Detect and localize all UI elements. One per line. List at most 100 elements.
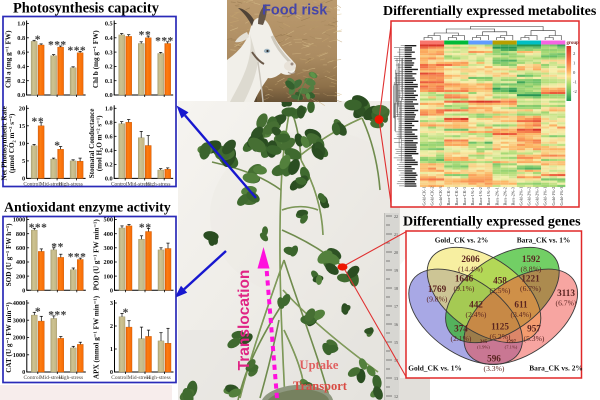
- svg-text:Net Photosynthetic Rate: Net Photosynthetic Rate: [1, 106, 9, 180]
- svg-text:0.4: 0.4: [105, 148, 114, 155]
- svg-text:*: *: [54, 309, 60, 321]
- svg-text:Control: Control: [23, 181, 40, 187]
- svg-text:18: 18: [394, 286, 398, 291]
- svg-text:Gold_CK vs. 1%: Gold_CK vs. 1%: [408, 364, 462, 373]
- svg-text:*: *: [68, 45, 74, 57]
- svg-text:*: *: [54, 140, 60, 152]
- svg-text:0.4: 0.4: [105, 35, 114, 42]
- svg-text:0: 0: [22, 288, 25, 295]
- svg-text:10: 10: [19, 141, 25, 148]
- svg-text:0: 0: [110, 288, 113, 295]
- svg-text:1297: 1297: [506, 340, 517, 345]
- svg-text:*: *: [60, 40, 66, 52]
- svg-text:596: 596: [487, 354, 501, 364]
- svg-text:*: *: [58, 241, 64, 253]
- svg-text:Control: Control: [111, 375, 128, 381]
- svg-text:High-stress: High-stress: [146, 181, 171, 187]
- svg-text:(6.7%): (6.7%): [520, 284, 541, 293]
- svg-text:0.2: 0.2: [105, 64, 113, 71]
- svg-text:*: *: [80, 252, 86, 264]
- svg-text:Differentially expressed genes: Differentially expressed genes: [403, 215, 581, 230]
- svg-text:(6.7%): (6.7%): [556, 299, 577, 308]
- svg-text:458: 458: [493, 276, 507, 286]
- svg-text:High-stress: High-stress: [146, 375, 171, 381]
- svg-text:Bara-CK-1: Bara-CK-1: [446, 187, 451, 206]
- svg-text:1.0: 1.0: [105, 106, 113, 113]
- svg-text:Stomatal Conductance: Stomatal Conductance: [88, 109, 96, 179]
- svg-text:*: *: [35, 34, 41, 46]
- svg-text:3113: 3113: [557, 288, 575, 298]
- svg-text:0: 0: [110, 369, 113, 376]
- svg-text:0: 0: [22, 369, 25, 376]
- svg-text:Mid-stress: Mid-stress: [128, 375, 151, 381]
- svg-text:21: 21: [394, 232, 398, 237]
- svg-text:Bara-CK-2: Bara-CK-2: [454, 187, 459, 206]
- svg-text:1000: 1000: [13, 352, 26, 359]
- svg-text:Control: Control: [24, 375, 41, 381]
- svg-text:Food risk: Food risk: [262, 3, 328, 19]
- svg-text:1769: 1769: [428, 284, 447, 294]
- svg-text:0.1: 0.1: [105, 78, 113, 85]
- svg-text:*: *: [41, 222, 47, 234]
- svg-text:*: *: [74, 45, 80, 57]
- svg-text:Chl b (mg g⁻¹ FW): Chl b (mg g⁻¹ FW): [92, 30, 100, 88]
- svg-text:0.8: 0.8: [17, 35, 25, 42]
- svg-text:Translocation: Translocation: [236, 270, 253, 371]
- svg-text:20: 20: [19, 106, 25, 113]
- svg-text:*: *: [123, 307, 129, 319]
- svg-text:Gold_CK vs. 2%: Gold_CK vs. 2%: [435, 236, 489, 245]
- svg-text:POD (U g⁻¹ FW min⁻¹): POD (U g⁻¹ FW min⁻¹): [93, 219, 101, 291]
- svg-text:2000: 2000: [13, 335, 26, 342]
- svg-text:13: 13: [394, 376, 398, 381]
- svg-text:*: *: [145, 30, 151, 42]
- svg-text:Gold-2%-2: Gold-2%-2: [527, 187, 532, 206]
- svg-text:1592: 1592: [522, 254, 541, 264]
- svg-text:(8.8%): (8.8%): [521, 265, 542, 274]
- svg-text:Gold-CK-2: Gold-CK-2: [430, 186, 435, 205]
- svg-text:12: 12: [394, 394, 398, 399]
- svg-text:(2.1%): (2.1%): [451, 334, 472, 343]
- svg-text:Gold-1%-2: Gold-1%-2: [551, 187, 556, 206]
- svg-text:group: group: [567, 41, 580, 46]
- svg-text:500: 500: [104, 217, 113, 224]
- svg-text:0.2: 0.2: [17, 78, 25, 85]
- svg-text:Gold-2%-3: Gold-2%-3: [535, 187, 540, 206]
- svg-text:16: 16: [394, 322, 398, 327]
- svg-text:*: *: [139, 30, 145, 42]
- svg-text:Photosynthesis capacity: Photosynthesis capacity: [13, 1, 160, 17]
- svg-text:1000: 1000: [13, 217, 26, 224]
- svg-text:*: *: [161, 35, 167, 47]
- svg-text:Bara_CK vs. 2%: Bara_CK vs. 2%: [529, 364, 583, 373]
- svg-text:17: 17: [394, 304, 398, 309]
- svg-text:3000: 3000: [13, 317, 26, 324]
- svg-text:0.5: 0.5: [105, 21, 113, 28]
- svg-text:Mid-stress: Mid-stress: [40, 181, 63, 187]
- svg-text:4000: 4000: [13, 300, 26, 307]
- svg-text:(7.1%): (7.1%): [505, 345, 518, 350]
- svg-text:0.6: 0.6: [17, 49, 25, 56]
- svg-text:Gold-CK-1: Gold-CK-1: [422, 186, 427, 205]
- svg-text:15: 15: [19, 123, 25, 130]
- svg-text:200: 200: [16, 273, 25, 280]
- svg-text:*: *: [168, 35, 174, 47]
- svg-text:100: 100: [104, 273, 113, 280]
- svg-text:2: 2: [573, 51, 576, 56]
- svg-text:1.0: 1.0: [17, 21, 25, 28]
- svg-text:High-stress: High-stress: [58, 181, 83, 187]
- svg-text:Differentially expressed metab: Differentially expressed metabolites: [383, 4, 597, 19]
- svg-text:*: *: [61, 309, 67, 321]
- svg-text:*: *: [80, 45, 86, 57]
- svg-text:Bara-2%-3: Bara-2%-3: [510, 187, 515, 205]
- svg-text:800: 800: [16, 231, 25, 238]
- svg-text:200: 200: [104, 259, 113, 266]
- svg-text:345: 345: [480, 340, 488, 345]
- svg-text:*: *: [48, 40, 54, 52]
- svg-text:Chl a (mg g⁻¹ FW): Chl a (mg g⁻¹ FW): [5, 30, 13, 88]
- svg-text:Mid-stress: Mid-stress: [127, 181, 150, 187]
- svg-text:0.0: 0.0: [105, 92, 113, 99]
- svg-text:Control: Control: [111, 181, 128, 187]
- svg-text:Bara-2%-2: Bara-2%-2: [502, 187, 507, 205]
- svg-text:Mid-stress: Mid-stress: [40, 375, 63, 381]
- svg-text:(5.3%): (5.3%): [524, 334, 545, 343]
- svg-text:1: 1: [110, 346, 113, 353]
